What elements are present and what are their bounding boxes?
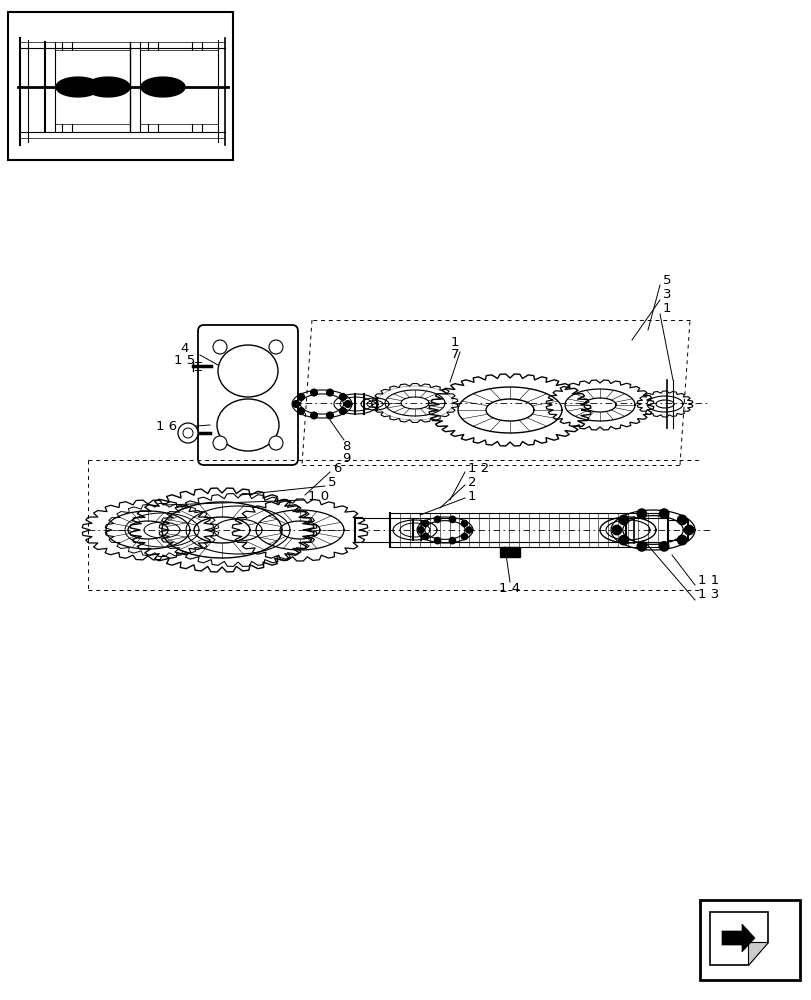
Circle shape [311, 412, 317, 419]
Ellipse shape [217, 345, 277, 397]
Circle shape [311, 389, 317, 396]
Circle shape [466, 527, 472, 533]
Text: 1 2: 1 2 [467, 462, 489, 475]
Circle shape [434, 516, 440, 523]
Text: 5: 5 [663, 273, 671, 286]
Text: 1 5: 1 5 [174, 355, 195, 367]
Polygon shape [747, 942, 767, 965]
Circle shape [293, 401, 299, 407]
Polygon shape [721, 924, 754, 952]
Text: 2: 2 [467, 476, 476, 488]
Ellipse shape [217, 399, 279, 451]
Polygon shape [56, 77, 100, 97]
Bar [8, 12, 233, 160]
Polygon shape [86, 77, 130, 97]
Circle shape [422, 533, 428, 540]
Circle shape [618, 515, 628, 525]
Circle shape [676, 535, 686, 545]
Polygon shape [500, 547, 519, 557]
Circle shape [434, 537, 440, 544]
Circle shape [618, 535, 628, 545]
Text: 7: 7 [450, 349, 459, 361]
Circle shape [418, 527, 423, 533]
Circle shape [637, 542, 646, 551]
Circle shape [212, 436, 227, 450]
Circle shape [448, 516, 455, 523]
Text: 3: 3 [663, 288, 671, 300]
Text: 1: 1 [450, 336, 459, 349]
Circle shape [339, 394, 345, 400]
Circle shape [298, 394, 304, 400]
Text: 1: 1 [467, 489, 476, 502]
Circle shape [684, 525, 693, 535]
Circle shape [422, 520, 428, 527]
Circle shape [326, 412, 333, 419]
Circle shape [637, 509, 646, 518]
Circle shape [339, 408, 345, 414]
Circle shape [178, 423, 198, 443]
Text: 4: 4 [181, 342, 189, 355]
Circle shape [448, 537, 455, 544]
Circle shape [268, 340, 283, 354]
Text: 8: 8 [341, 440, 350, 454]
Circle shape [659, 542, 668, 551]
Circle shape [298, 408, 304, 414]
Circle shape [461, 533, 467, 540]
Circle shape [659, 509, 668, 518]
Text: 5: 5 [328, 476, 336, 488]
Text: 1: 1 [663, 302, 671, 314]
Circle shape [268, 436, 283, 450]
Circle shape [212, 340, 227, 354]
Text: 9: 9 [341, 452, 350, 466]
Circle shape [344, 401, 350, 407]
Text: 1 1: 1 1 [697, 574, 719, 586]
Text: 1 6: 1 6 [157, 420, 178, 434]
Circle shape [182, 428, 193, 438]
FancyBboxPatch shape [198, 325, 298, 465]
Text: 1 4: 1 4 [499, 582, 520, 594]
Circle shape [611, 525, 620, 535]
Circle shape [461, 520, 467, 527]
Circle shape [676, 515, 686, 525]
Circle shape [326, 389, 333, 396]
Text: 1 3: 1 3 [697, 588, 719, 601]
Text: 6: 6 [333, 462, 341, 475]
Bar [699, 900, 799, 980]
Polygon shape [141, 77, 185, 97]
Text: 1 0: 1 0 [307, 490, 328, 504]
Polygon shape [709, 912, 767, 965]
